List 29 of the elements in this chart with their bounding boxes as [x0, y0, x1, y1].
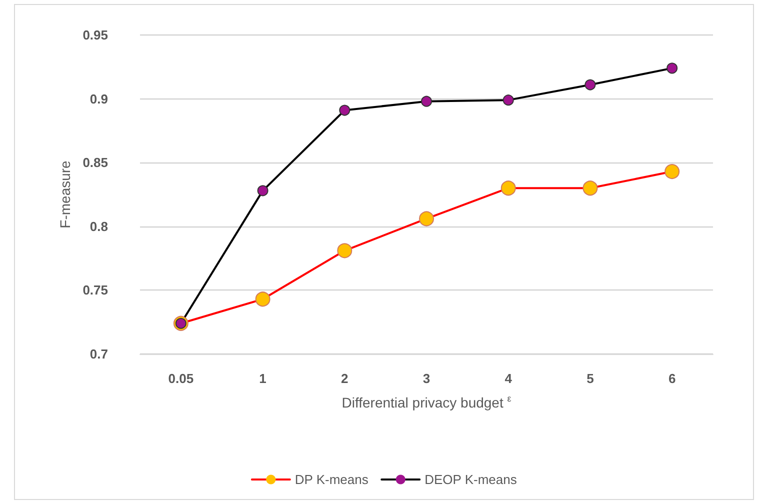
point	[419, 211, 434, 226]
y-tick-label: 0.75	[82, 282, 108, 298]
point	[666, 62, 678, 74]
y-tick-label: 0.8	[90, 218, 108, 234]
y-tick-label: 0.85	[82, 155, 108, 170]
point	[664, 164, 680, 180]
y-tick-label: 0.9	[90, 91, 108, 106]
point	[502, 94, 514, 106]
point	[255, 292, 270, 307]
point	[500, 180, 516, 196]
y-tick-label: 0.7	[90, 346, 108, 362]
x-axis-title: Differential privacy budget ε	[342, 394, 512, 410]
x-tick-label: 4	[504, 371, 513, 386]
x-tick-label: 3	[422, 371, 430, 386]
point	[584, 79, 596, 90]
point	[339, 104, 350, 116]
point	[421, 96, 432, 107]
point	[582, 180, 598, 196]
point	[257, 185, 268, 196]
point	[337, 243, 352, 258]
x-tick-label: 2	[341, 371, 348, 386]
legend-label: DP K-means	[294, 472, 369, 487]
x-tick-label: 5	[586, 371, 594, 386]
x-tick-label: 0.05	[168, 371, 194, 386]
y-tick-label: 0.95	[82, 28, 108, 42]
legend-label: DEOP K-means	[424, 472, 518, 487]
x-tick-label: 6	[668, 371, 676, 386]
y-axis-title: F-measure	[56, 160, 73, 228]
x-tick-label: 1	[259, 371, 266, 386]
